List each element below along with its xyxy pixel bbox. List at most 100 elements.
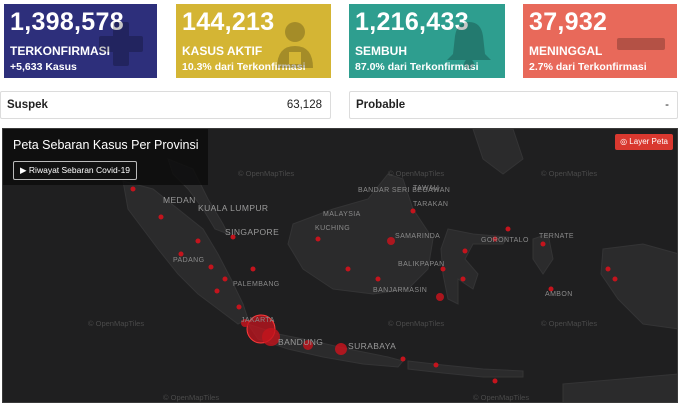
watermark: © OpenMapTiles bbox=[541, 319, 598, 328]
marker-sulteng bbox=[462, 248, 468, 254]
layers-icon: ◎ bbox=[620, 137, 628, 146]
land-borneo bbox=[287, 173, 434, 295]
marker-jawa-timur bbox=[335, 343, 347, 355]
confirmed-card: 1,398,578 TERKONFIRMASI +5,633 Kasus bbox=[4, 4, 157, 78]
play-icon: ▶ bbox=[20, 165, 27, 175]
confirmed-value: 1,398,578 bbox=[10, 8, 124, 36]
watermark: © OpenMapTiles bbox=[88, 319, 145, 328]
watermark: © OpenMapTiles bbox=[388, 319, 445, 328]
city-label-kuala-lumpur: KUALA LUMPUR bbox=[198, 203, 269, 213]
marker-bali bbox=[400, 356, 406, 362]
land-australia bbox=[562, 373, 677, 402]
recovered-card: 1,216,433 SEMBUH 87.0% dari Terkonfirmas… bbox=[349, 4, 505, 78]
land-sulawesi bbox=[440, 228, 509, 305]
minus-icon bbox=[617, 38, 665, 50]
history-button[interactable]: ▶ Riwayat Sebaran Covid-19 bbox=[13, 161, 138, 180]
land-nusa-tenggara bbox=[407, 360, 524, 378]
city-label-gorontalo: GORONTALO bbox=[481, 237, 529, 244]
city-label-padang: PADANG bbox=[173, 257, 205, 264]
city-label-bandar-seri-begawan: BANDAR SERI BEGAWAN bbox=[358, 187, 451, 194]
map-canvas[interactable] bbox=[3, 129, 678, 403]
marker-jawa-barat bbox=[262, 328, 280, 346]
marker-sumbar bbox=[178, 251, 184, 257]
city-label-banjarmasin: BANJARMASIN bbox=[373, 287, 428, 294]
marker-jawa-tengah bbox=[303, 340, 313, 350]
active-value: 144,213 bbox=[182, 8, 275, 36]
marker-kalsel bbox=[375, 276, 381, 282]
layer-button[interactable]: ◎ Layer Peta bbox=[615, 134, 673, 150]
patient-icon bbox=[277, 22, 313, 68]
city-label-balikpapan: BALIKPAPAN bbox=[398, 261, 445, 268]
recovered-sub: 87.0% dari Terkonfirmasi bbox=[355, 61, 479, 73]
confirmed-label: TERKONFIRMASI bbox=[10, 44, 110, 58]
marker-riau bbox=[195, 238, 201, 244]
marker-gorontalo bbox=[492, 236, 498, 242]
city-label-palembang: PALEMBANG bbox=[233, 281, 280, 288]
map-title-panel: Peta Sebaran Kasus Per Provinsi ▶ Riwaya… bbox=[3, 129, 208, 185]
city-label-tarakan: TARAKAN bbox=[413, 201, 449, 208]
marker-ntb bbox=[433, 362, 439, 368]
land-maluku bbox=[532, 233, 554, 275]
city-label-jakarta: JAKARTA bbox=[241, 317, 275, 324]
marker-lampung bbox=[236, 304, 242, 310]
deaths-value: 37,932 bbox=[529, 8, 608, 36]
marker-medan bbox=[158, 214, 164, 220]
suspek-label: Suspek bbox=[7, 99, 48, 111]
case-markers[interactable] bbox=[130, 186, 618, 384]
active-sub: 10.3% dari Terkonfirmasi bbox=[182, 61, 306, 73]
marker-kepri bbox=[230, 234, 236, 240]
marker-sumsel bbox=[222, 276, 228, 282]
watermark: © OpenMapTiles bbox=[163, 393, 220, 402]
suspek-box: Suspek 63,128 bbox=[0, 91, 331, 119]
marker-ntt bbox=[492, 378, 498, 384]
land-papua bbox=[600, 243, 677, 330]
marker-maluku bbox=[548, 286, 554, 292]
city-label-singapore: SINGAPORE bbox=[225, 227, 280, 237]
recovered-label: SEMBUH bbox=[355, 44, 408, 58]
active-card: 144,213 KASUS AKTIF 10.3% dari Terkonfir… bbox=[176, 4, 331, 78]
marker-sulut bbox=[505, 226, 511, 232]
marker-kaltara bbox=[410, 208, 416, 214]
city-label-bandung: BANDUNG bbox=[278, 337, 324, 347]
deaths-card: 37,932 MENINGGAL 2.7% dari Terkonfirmasi bbox=[523, 4, 677, 78]
city-label-ambon: AMBON bbox=[545, 291, 573, 298]
layer-button-label: Layer Peta bbox=[629, 137, 668, 146]
suspek-value: 63,128 bbox=[286, 99, 322, 111]
city-label-medan: MEDAN bbox=[163, 195, 196, 205]
marker-sulbar bbox=[440, 266, 446, 272]
bell-icon bbox=[447, 22, 491, 69]
probable-value: - bbox=[665, 99, 669, 111]
city-label-samarinda: SAMARINDA bbox=[395, 233, 441, 240]
city-label-surabaya: SURABAYA bbox=[348, 341, 397, 351]
confirmed-sub: +5,633 Kasus bbox=[10, 61, 77, 73]
city-label-tawau: TAWAU bbox=[413, 185, 440, 192]
probable-box: Probable - bbox=[349, 91, 678, 119]
marker-malut bbox=[540, 241, 546, 247]
plus-icon bbox=[99, 22, 143, 66]
marker-kaltim bbox=[387, 237, 395, 245]
marker-babel bbox=[250, 266, 256, 272]
active-label: KASUS AKTIF bbox=[182, 44, 263, 58]
city-label-malaysia: MALAYSIA bbox=[323, 211, 361, 218]
deaths-label: MENINGGAL bbox=[529, 44, 603, 58]
marker-banten bbox=[241, 319, 249, 327]
marker-papua-barat bbox=[605, 266, 611, 272]
city-label-ternate: TERNATE bbox=[539, 233, 574, 240]
city-label-kuching: KUCHING bbox=[315, 225, 351, 232]
marker-aceh bbox=[130, 186, 136, 192]
land-java bbox=[246, 323, 404, 368]
watermark: © OpenMapTiles bbox=[473, 393, 530, 402]
map-title: Peta Sebaran Kasus Per Provinsi bbox=[13, 138, 199, 152]
marker-papua bbox=[612, 276, 618, 282]
province-map[interactable]: Peta Sebaran Kasus Per Provinsi ▶ Riwaya… bbox=[2, 128, 678, 403]
deaths-sub: 2.7% dari Terkonfirmasi bbox=[529, 61, 647, 73]
history-button-label: Riwayat Sebaran Covid-19 bbox=[28, 165, 131, 175]
recovered-value: 1,216,433 bbox=[355, 8, 469, 36]
watermark: © OpenMapTiles bbox=[388, 169, 445, 178]
marker-sultra bbox=[460, 276, 466, 282]
watermark: © OpenMapTiles bbox=[238, 169, 295, 178]
watermark: © OpenMapTiles bbox=[541, 169, 598, 178]
land-philippines bbox=[472, 129, 524, 175]
probable-label: Probable bbox=[356, 99, 406, 111]
marker-kalteng bbox=[345, 266, 351, 272]
